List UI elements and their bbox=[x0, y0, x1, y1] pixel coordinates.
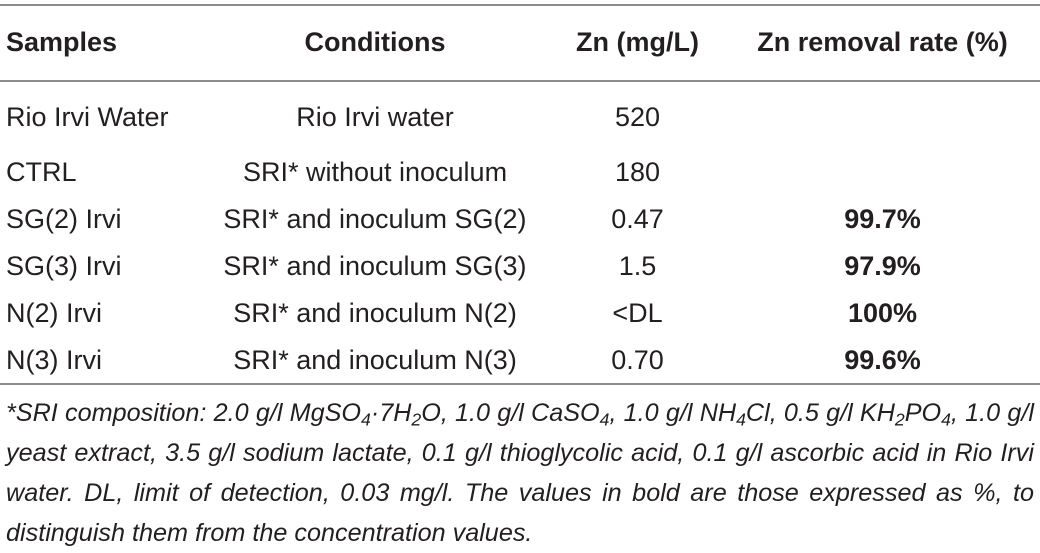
cell-sample: CTRL bbox=[6, 157, 77, 187]
cell-removal: 99.6% bbox=[844, 345, 921, 375]
cell-removal: 100% bbox=[847, 298, 918, 328]
cell-condition: SRI* and inoculum SG(2) bbox=[223, 204, 527, 234]
footnote-subscript: 4 bbox=[361, 409, 371, 430]
cell-zn: <DL bbox=[612, 298, 663, 328]
bottom-rule bbox=[0, 383, 1040, 385]
cell-condition: SRI* without inoculum bbox=[242, 157, 508, 187]
cell-removal bbox=[725, 80, 1040, 149]
cell-sample: SG(3) Irvi bbox=[6, 251, 122, 281]
cell-condition: SRI* and inoculum N(3) bbox=[233, 345, 517, 375]
footnote-text: , 1.0 g/l NH bbox=[609, 399, 737, 427]
cell-sample: SG(2) Irvi bbox=[6, 204, 122, 234]
cell-condition: SRI* and inoculum N(2) bbox=[233, 298, 517, 328]
header-rule bbox=[0, 80, 1040, 82]
table-row: SG(3) Irvi SRI* and inoculum SG(3) 1.5 9… bbox=[0, 243, 1040, 290]
footnote-text: , 1.0 g/l yeast extract, 3.5 g/l sodium … bbox=[6, 399, 1034, 547]
footnote-text: Cl, 0.5 g/l KH bbox=[745, 399, 895, 427]
table-row: N(2) Irvi SRI* and inoculum N(2) <DL 100… bbox=[0, 290, 1040, 337]
footnote-subscript: 4 bbox=[736, 409, 746, 430]
cell-sample: Rio Irvi Water bbox=[6, 102, 169, 132]
footnote-subscript: 4 bbox=[941, 409, 951, 430]
header-zn-removal-rate: Zn removal rate (%) bbox=[757, 27, 1008, 57]
cell-removal: 99.7% bbox=[844, 204, 921, 234]
cell-condition: SRI* and inoculum SG(3) bbox=[223, 251, 527, 281]
table-row: N(3) Irvi SRI* and inoculum N(3) 0.70 99… bbox=[0, 337, 1040, 384]
zinc-removal-table: Samples Conditions Zn (mg/L) Zn removal … bbox=[0, 5, 1040, 384]
table-footnote: *SRI composition: 2.0 g/l MgSO4·7H2O, 1.… bbox=[6, 393, 1034, 553]
cell-zn: 0.47 bbox=[611, 204, 664, 234]
table-row: CTRL SRI* without inoculum 180 bbox=[0, 149, 1040, 196]
cell-removal: 97.9% bbox=[844, 251, 921, 281]
header-zn-concentration: Zn (mg/L) bbox=[576, 27, 699, 57]
cell-condition: Rio Irvi water bbox=[296, 102, 454, 132]
header-samples: Samples bbox=[6, 27, 118, 57]
footnote-text: *SRI composition: 2.0 g/l MgSO bbox=[6, 399, 362, 427]
table-header-row: Samples Conditions Zn (mg/L) Zn removal … bbox=[0, 5, 1040, 80]
cell-zn: 180 bbox=[614, 157, 661, 187]
header-conditions: Conditions bbox=[304, 27, 446, 57]
table-row: Rio Irvi Water Rio Irvi water 520 bbox=[0, 80, 1040, 149]
footnote-text: O, 1.0 g/l CaSO bbox=[421, 399, 600, 427]
footnote-subscript: 2 bbox=[411, 409, 422, 430]
cell-zn: 0.70 bbox=[611, 345, 664, 375]
cell-sample: N(3) Irvi bbox=[6, 345, 102, 375]
cell-sample: N(2) Irvi bbox=[6, 298, 102, 328]
footnote-text: ·7H bbox=[370, 399, 412, 427]
table-row: SG(2) Irvi SRI* and inoculum SG(2) 0.47 … bbox=[0, 196, 1040, 243]
footnote-subscript: 2 bbox=[894, 409, 905, 430]
cell-zn: 1.5 bbox=[618, 251, 657, 281]
top-rule bbox=[0, 4, 1040, 6]
cell-removal bbox=[725, 149, 1040, 196]
footnote-subscript: 4 bbox=[599, 409, 610, 430]
cell-zn: 520 bbox=[614, 102, 661, 132]
footnote-text: PO bbox=[904, 399, 942, 427]
